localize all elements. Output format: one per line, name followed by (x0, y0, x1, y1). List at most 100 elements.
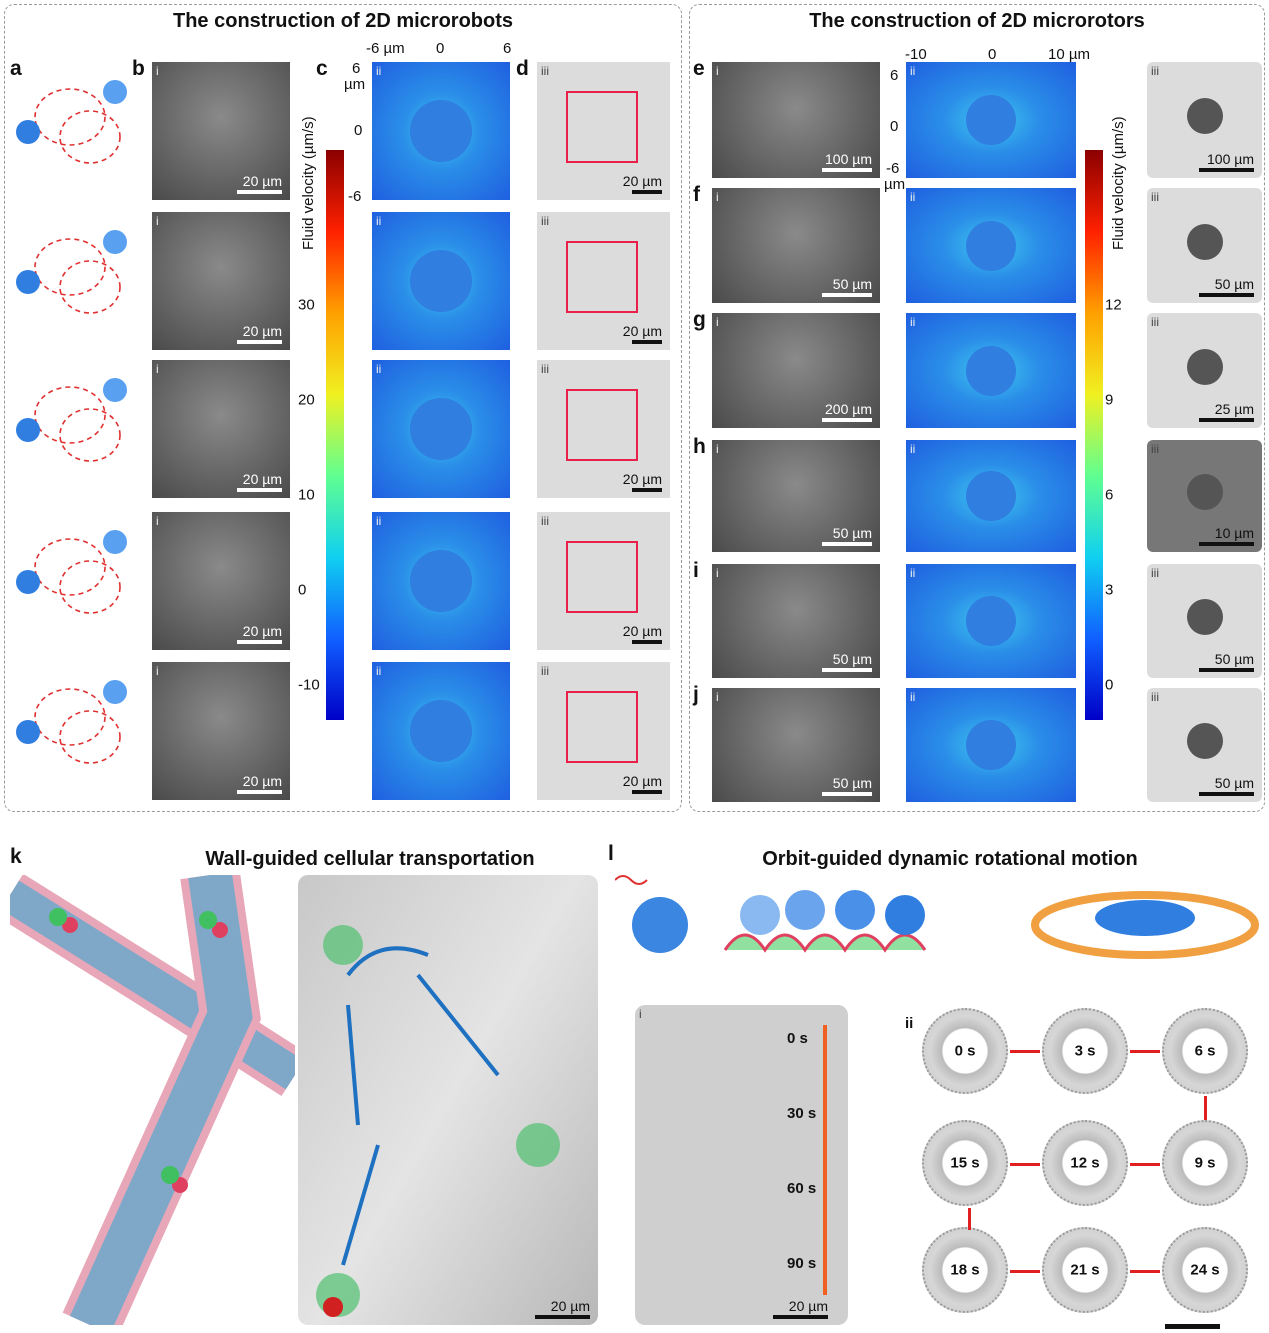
right-colorbar (1085, 150, 1103, 720)
scale-text: 50 µm (832, 775, 872, 791)
right-colorbar-tick: 9 (1105, 391, 1114, 409)
flow-simulation: ii (372, 360, 510, 498)
scale-text: 50 µm (832, 651, 872, 667)
panel-label: e (693, 57, 705, 80)
orbit-frame: 18 s (922, 1227, 1008, 1313)
microrotors-box (689, 4, 1265, 812)
microrotors-title: The construction of 2D microrotors (809, 10, 1145, 32)
trajectory-micrograph: iii 20 µm (537, 512, 670, 650)
robot-trajectory-illustration (10, 62, 130, 200)
scale-line (1199, 542, 1254, 546)
robot-trajectory-illustration (10, 360, 130, 498)
flow-simulation: ii (906, 564, 1076, 678)
l-i-scale-bar: 20 µm (773, 1298, 828, 1319)
roman-label: i (716, 315, 719, 329)
time-arrow (823, 1025, 827, 1295)
scale-line (237, 340, 282, 344)
flow-simulation: ii (906, 440, 1076, 552)
c-axis-x-0: -6 µm (366, 40, 405, 57)
rotor-photo (1187, 98, 1223, 134)
trajectory-micrograph: iii 20 µm (537, 662, 670, 800)
time-label: 60 s (787, 1180, 817, 1197)
sequence-arrow (1204, 1096, 1207, 1120)
robot-shape (410, 700, 472, 762)
rotor-photo (1187, 223, 1223, 260)
scale-line (822, 668, 872, 672)
robot-trajectory-illustration (10, 212, 130, 350)
sem-array-image: i 50 µm (712, 188, 880, 303)
scale-text: 20 µm (242, 773, 282, 789)
sem-array-image: i 20 µm (152, 212, 290, 350)
sem-array-image: i 50 µm (712, 564, 880, 678)
k-scale-bar: 20 µm (535, 1298, 590, 1319)
orbit-frame: 12 s (1042, 1120, 1128, 1206)
frame-time: 18 s (950, 1261, 980, 1279)
frame-time: 9 s (1194, 1154, 1216, 1172)
orbit-frame: 0 s (922, 1008, 1008, 1094)
roman-label: i (156, 362, 159, 376)
rotor-shape (966, 345, 1016, 396)
label-l: l (608, 842, 614, 865)
left-colorbar-tick: -10 (298, 676, 320, 694)
roman-label: i (716, 190, 719, 204)
scale-text: 20 µm (622, 773, 662, 789)
k-transport-micrograph: 20 µm (298, 875, 598, 1325)
sequence-arrow (1130, 1050, 1160, 1053)
roman-label: i (716, 690, 719, 704)
roman-label: ii (910, 690, 916, 704)
e-axis-x-0: -10 (905, 46, 927, 63)
roman-label: ii (910, 566, 916, 580)
time-label: 0 s (787, 1030, 808, 1047)
rotor-shape (966, 471, 1016, 521)
robot-shape (410, 100, 472, 162)
rotor-photo (1187, 599, 1223, 635)
roman-label: iii (541, 664, 549, 678)
scale-text: 10 µm (1214, 525, 1254, 541)
label-a: a (10, 57, 22, 80)
trajectory-micrograph: iii 20 µm (537, 360, 670, 498)
scale-line (822, 792, 872, 796)
l-ii-scale-bar (1165, 1324, 1220, 1329)
flow-simulation: ii (906, 188, 1076, 303)
scale-text: 50 µm (1214, 276, 1254, 292)
sem-array-image: i 20 µm (152, 662, 290, 800)
frame-time: 12 s (1070, 1154, 1100, 1172)
scale-bar: 20 µm (623, 623, 662, 644)
scale-bar: 50 µm (1199, 651, 1254, 672)
scale-bar: 20 µm (623, 773, 662, 794)
roman-label: ii (376, 664, 382, 678)
sequence-arrow (968, 1208, 971, 1230)
scale-bar: 50 µm (822, 651, 872, 672)
c-axis-y-3: -6 (348, 188, 362, 205)
scale-text: 50 µm (1214, 651, 1254, 667)
scale-text: 50 µm (832, 276, 872, 292)
roman-label: ii (910, 64, 916, 78)
sem-array-image: i 20 µm (152, 62, 290, 200)
frame-time: 24 s (1190, 1261, 1220, 1279)
scale-line (237, 640, 282, 644)
roman-label: iii (541, 362, 549, 376)
scale-bar: 100 µm (1199, 151, 1254, 172)
time-label: 30 s (787, 1105, 817, 1122)
left-colorbar-tick: 0 (298, 581, 307, 599)
robot-trajectory-illustration (10, 512, 130, 650)
frame-time: 6 s (1194, 1042, 1216, 1060)
panel-label: j (693, 683, 699, 706)
e-axis-x-2: 10 µm (1048, 46, 1090, 63)
roman-label: iii (541, 214, 549, 228)
scale-text: 100 µm (1207, 151, 1254, 167)
roman-label: iii (1151, 690, 1159, 704)
scale-bar: 50 µm (1199, 775, 1254, 796)
sequence-arrow (1130, 1163, 1160, 1166)
rotation-micrograph: iii 10 µm (1147, 440, 1262, 552)
robot-shape (410, 550, 472, 612)
c-axis-y-0: 6 (352, 60, 361, 77)
roman-label: iii (1151, 190, 1159, 204)
sequence-arrow (1010, 1270, 1040, 1273)
panel-label: g (693, 308, 706, 331)
l-title: Orbit-guided dynamic rotational motion (762, 848, 1138, 870)
scale-bar: 50 µm (1199, 276, 1254, 297)
frame-time: 0 s (954, 1042, 976, 1060)
scale-line (1199, 418, 1254, 422)
flow-simulation: ii (372, 662, 510, 800)
